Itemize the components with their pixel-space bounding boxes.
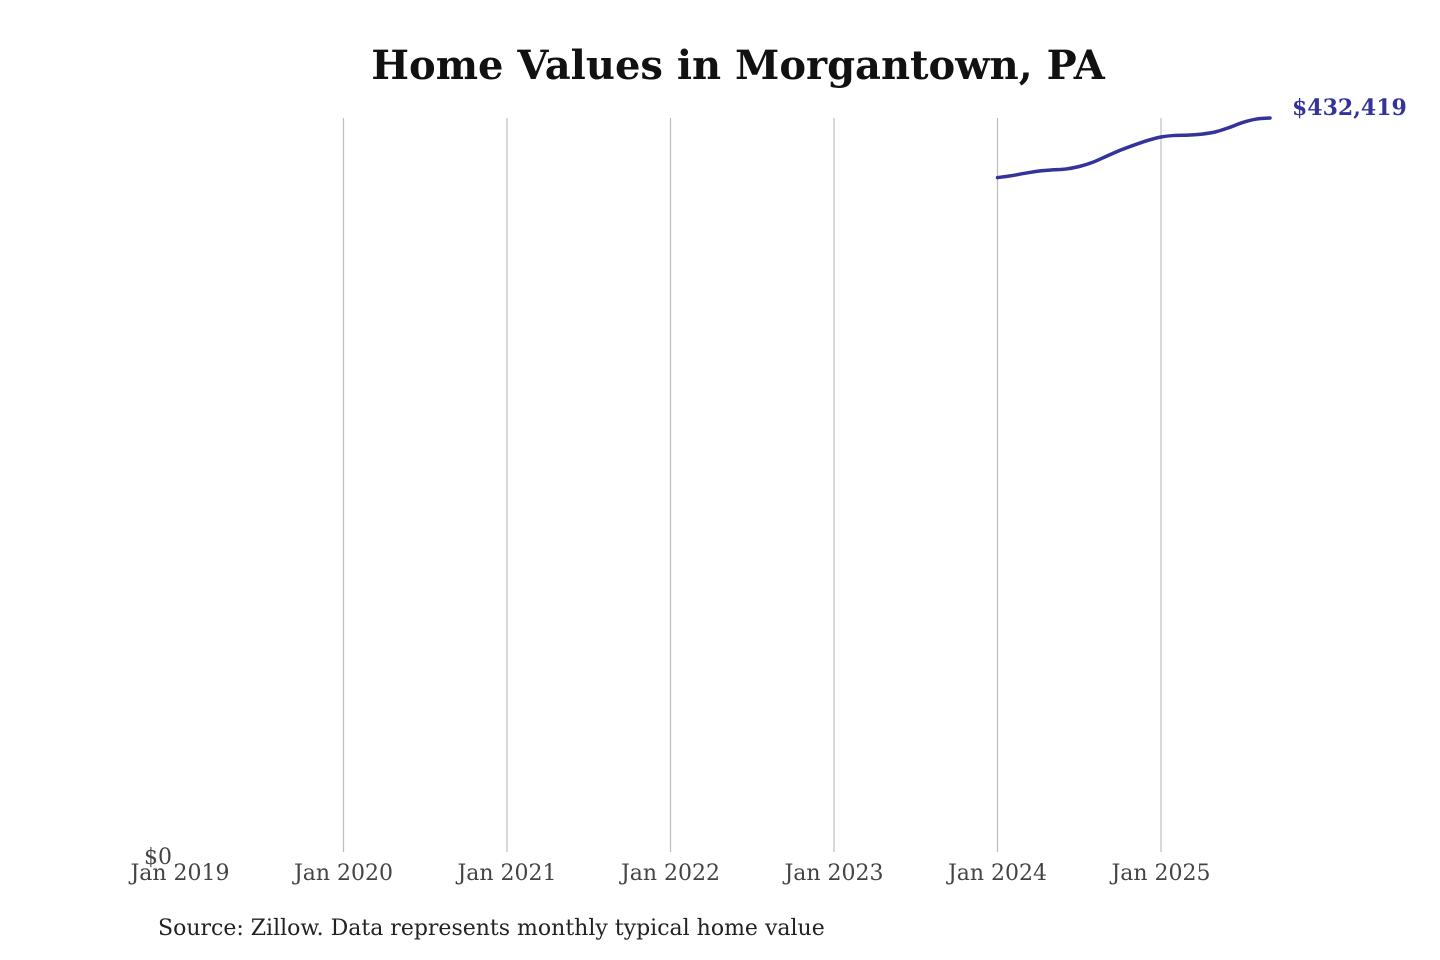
x-axis-ticks: Jan 2019 Jan 2020 Jan 2021 Jan 2022 Jan 2023…: [128, 861, 1210, 886]
chart-title: Home Values in Morgantown, PA: [371, 42, 1105, 89]
x-tick-label: Jan 2025: [1109, 861, 1210, 886]
source-note: Source: Zillow. Data represents monthly …: [158, 916, 825, 941]
x-tick-label: Jan 2020: [292, 861, 393, 886]
series-layer: [995, 116, 1272, 180]
end-value-label: $432,419: [1292, 95, 1407, 121]
end-label-layer: $432,419: [1292, 95, 1407, 121]
x-tick-label: Jan 2023: [782, 861, 883, 886]
series-line: [995, 116, 1272, 180]
y-tick-label: $0: [144, 845, 172, 870]
x-tick-label: Jan 2024: [946, 861, 1047, 886]
grid-lines: [342, 118, 1162, 852]
x-tick-label: Jan 2022: [619, 861, 720, 886]
x-tick-label: Jan 2021: [455, 861, 556, 886]
y-axis-ticks: $0: [144, 845, 172, 870]
x-tick-label: Jan 2019: [128, 861, 229, 886]
